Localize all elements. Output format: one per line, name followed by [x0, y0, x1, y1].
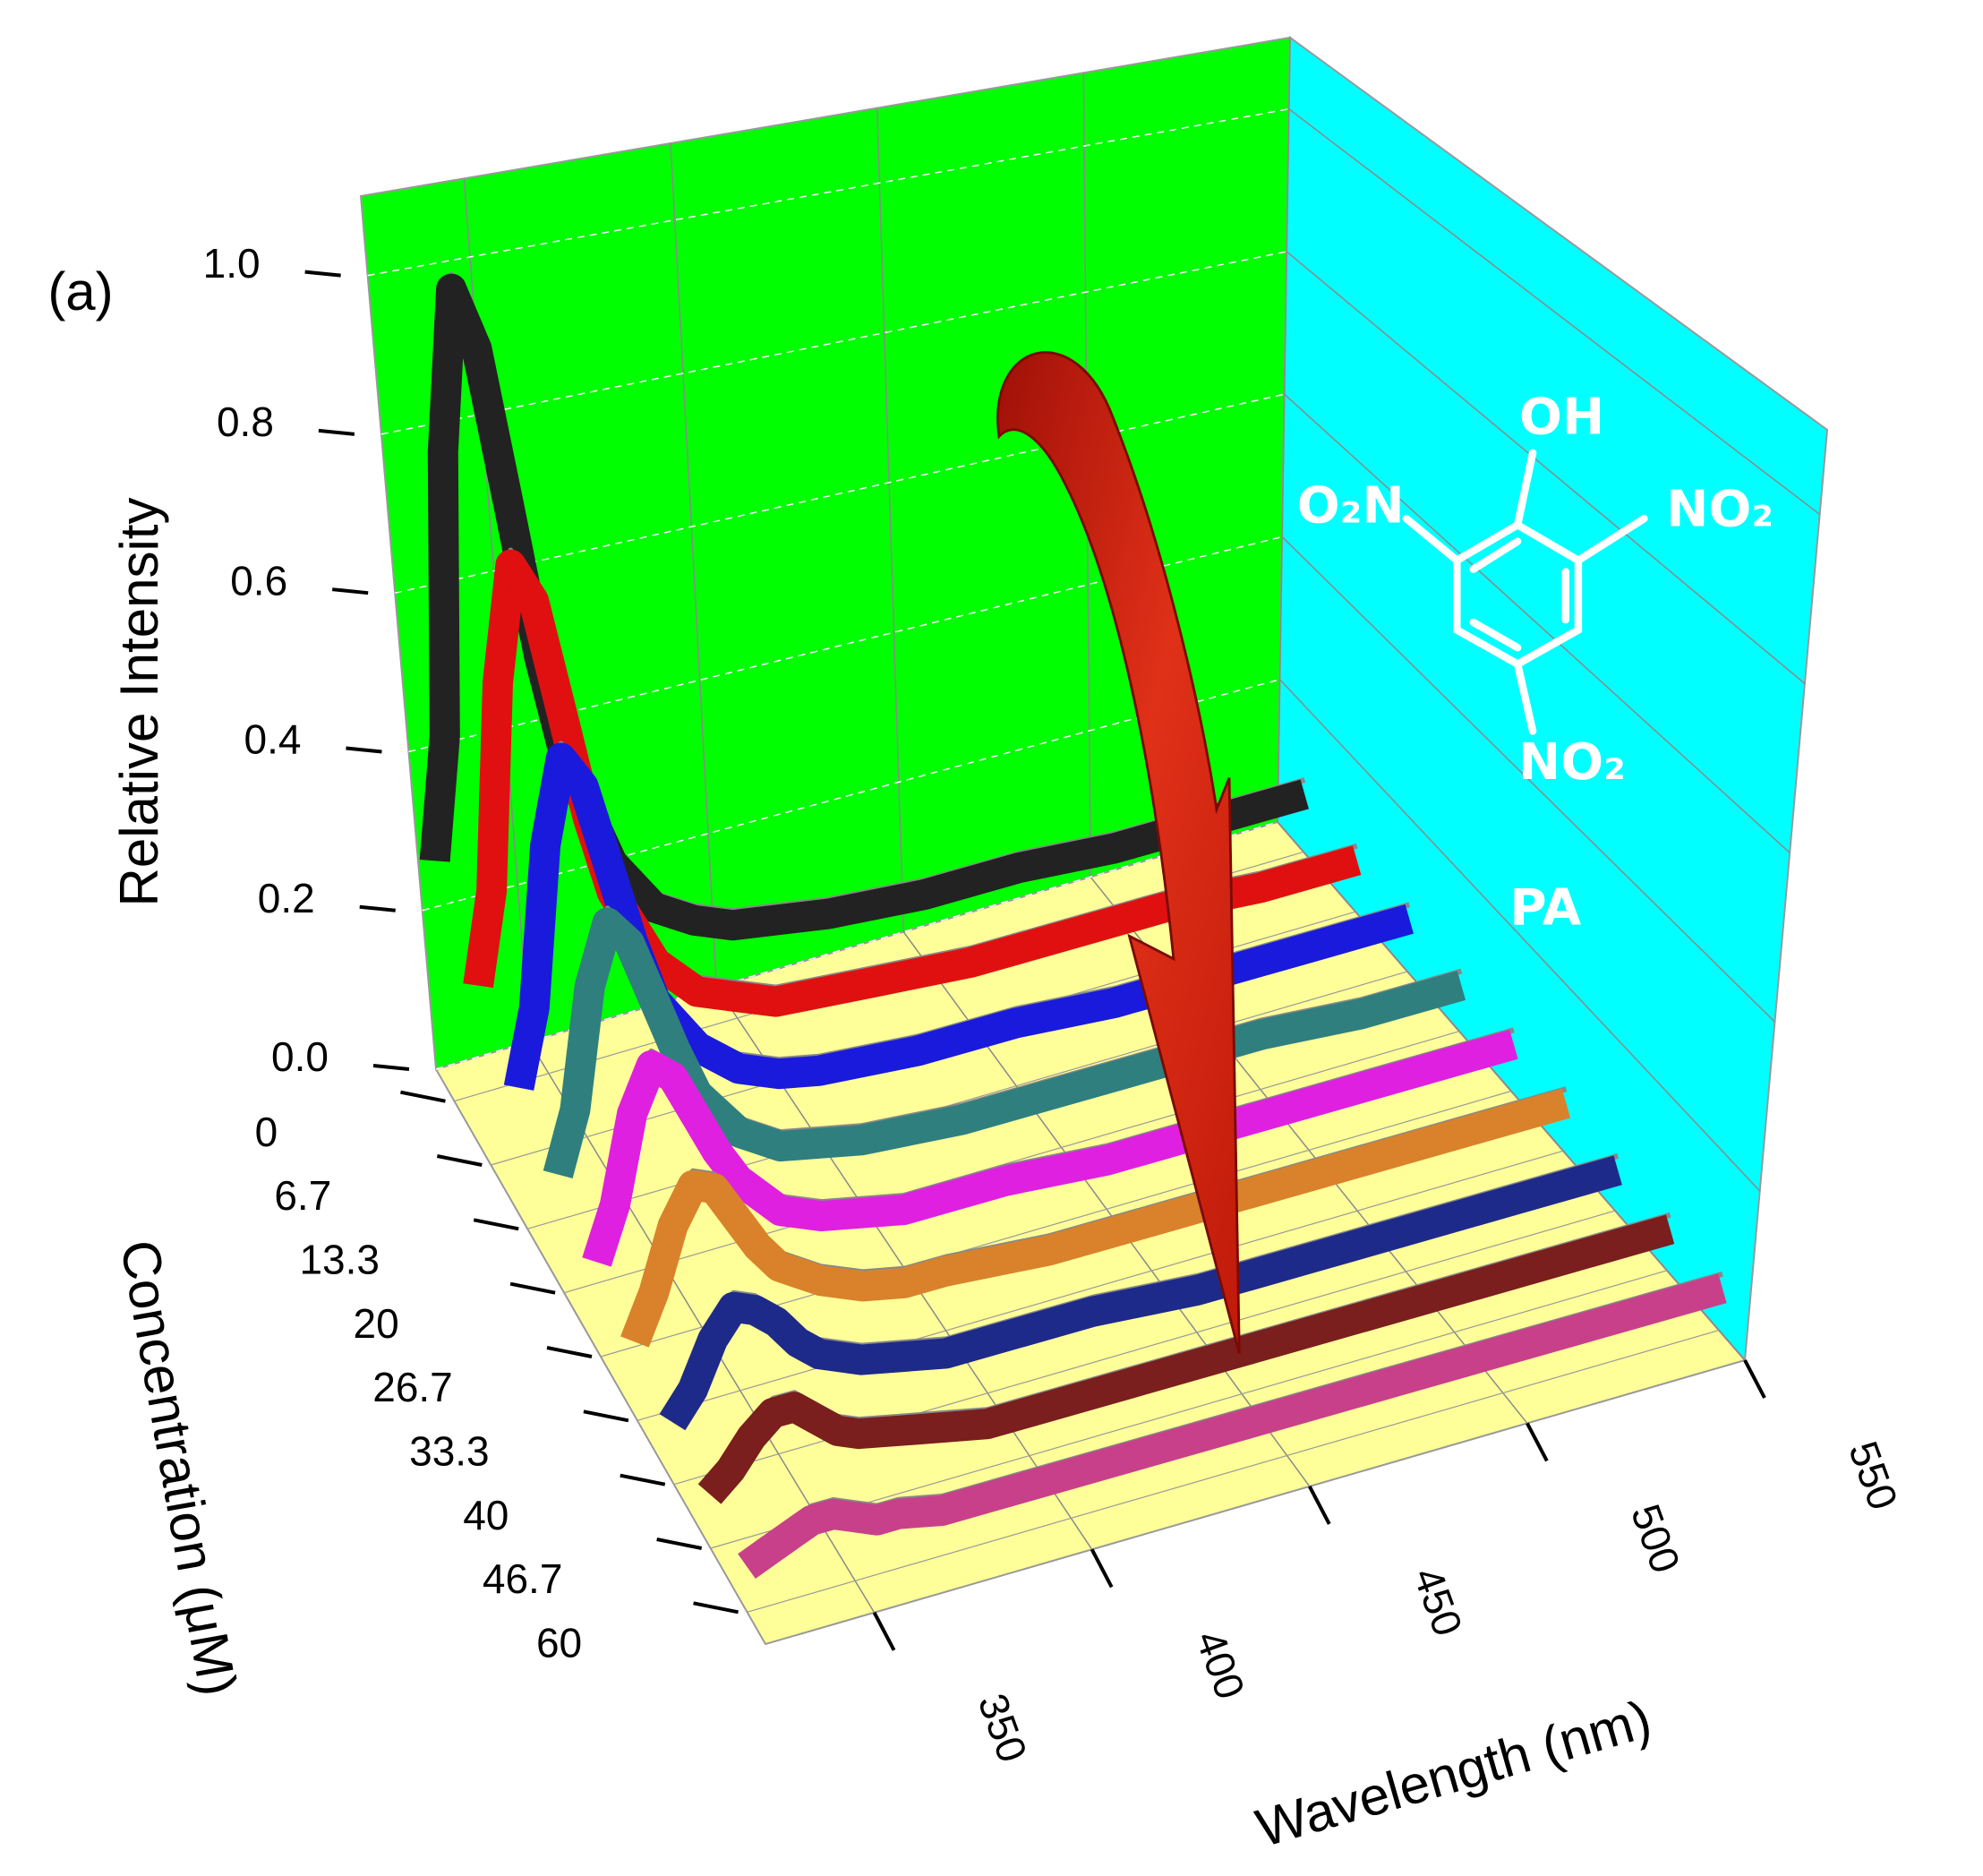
spectrum-ribbon — [697, 1214, 1675, 1504]
x-tick — [872, 1611, 896, 1651]
z-tick-label: 26.7 — [372, 1364, 453, 1410]
grid-line — [1281, 535, 1775, 1023]
x-tick — [1743, 1359, 1766, 1399]
z-tick — [473, 1218, 519, 1231]
x-tick-label: 350 — [970, 1688, 1037, 1769]
z-tick — [620, 1473, 666, 1486]
axes: 350 400 450 500 550 0.0 0.2 0.4 0.6 0.8 1.0 0 6.7 13.… — [203, 240, 1907, 1769]
molecule: OH O₂N NO₂ NO₂ PA — [1297, 389, 1774, 938]
grid-line — [1278, 679, 1761, 1192]
z-tick-label: 13.3 — [299, 1236, 380, 1282]
grid-line — [367, 107, 1289, 277]
x-tick-label: 400 — [1187, 1624, 1254, 1705]
y-tick — [372, 1064, 410, 1071]
z-tick — [509, 1281, 556, 1295]
spectrum-ribbon — [738, 1273, 1727, 1579]
x-tick — [1090, 1548, 1114, 1589]
z-tick — [436, 1154, 483, 1167]
x-axis-title: Wavelength (nm) — [1250, 1689, 1657, 1859]
floor-line — [710, 1270, 1668, 1549]
z-tick — [400, 1090, 446, 1103]
annotation: OH — [1519, 389, 1604, 447]
annotation: PA — [1509, 879, 1581, 938]
x-tick — [1308, 1485, 1331, 1525]
z-tick — [656, 1538, 703, 1550]
z-tick-label: 60 — [536, 1619, 582, 1666]
y-tick — [304, 270, 341, 278]
x-tick-label: 500 — [1622, 1498, 1689, 1579]
z-tick-label: 33.3 — [409, 1427, 490, 1474]
z-tick — [546, 1346, 593, 1358]
floor-line — [563, 1031, 1460, 1294]
grid-line — [1288, 108, 1821, 516]
floor-line — [637, 1150, 1564, 1421]
molecule-bonds — [1402, 449, 1648, 735]
z-tick-label: 46.7 — [483, 1555, 563, 1602]
y-axis-title: Relative Intensity — [109, 498, 169, 907]
x-tick — [1526, 1422, 1549, 1462]
y-tick — [346, 746, 382, 754]
grid-line — [435, 821, 1278, 1070]
grid-line — [1284, 393, 1791, 853]
z-tick-label: 20 — [354, 1300, 399, 1347]
y-tick — [359, 904, 396, 912]
grid-line — [876, 107, 904, 932]
panel-label: (a) — [47, 261, 113, 321]
y-tick-label: 0.2 — [258, 875, 315, 921]
z-tick-label: 6.7 — [274, 1172, 331, 1219]
grid-line — [380, 251, 1287, 435]
y-tick-label: 0.6 — [230, 557, 287, 604]
grid-line — [1286, 251, 1806, 684]
grid-line — [670, 142, 718, 988]
grid-line — [1277, 37, 1291, 823]
grid-line — [395, 393, 1285, 594]
z-tick — [693, 1601, 739, 1615]
arrow — [996, 351, 1241, 1354]
x-tick-label: 450 — [1405, 1562, 1472, 1642]
y-tick — [318, 428, 355, 436]
annotation: O₂N — [1297, 476, 1405, 535]
spectrum-ribbon — [419, 273, 1309, 941]
spectrum-ribbon — [620, 1088, 1571, 1348]
spectrum-ribbon — [463, 549, 1362, 1017]
y-tick — [331, 587, 369, 595]
z-tick — [583, 1409, 629, 1423]
z-tick-label: 40 — [463, 1492, 509, 1538]
floor-line — [527, 971, 1408, 1229]
arrow-shape — [996, 351, 1241, 1354]
y-tick-label: 0.4 — [244, 716, 302, 763]
spectrum-ribbon — [659, 1155, 1622, 1431]
y-tick-label: 0.0 — [271, 1033, 329, 1080]
y-tick-label: 0.8 — [217, 398, 274, 445]
x-tick-label: 550 — [1840, 1435, 1907, 1516]
spectrum-ribbon — [503, 742, 1414, 1091]
z-tick-label: 0 — [255, 1109, 278, 1155]
z-axis-title: Concentration (μM) — [109, 1236, 248, 1700]
floor-line — [747, 1330, 1720, 1613]
annotation: NO₂ — [1518, 733, 1626, 792]
y-tick-label: 1.0 — [203, 240, 261, 287]
annotation: NO₂ — [1666, 481, 1774, 539]
